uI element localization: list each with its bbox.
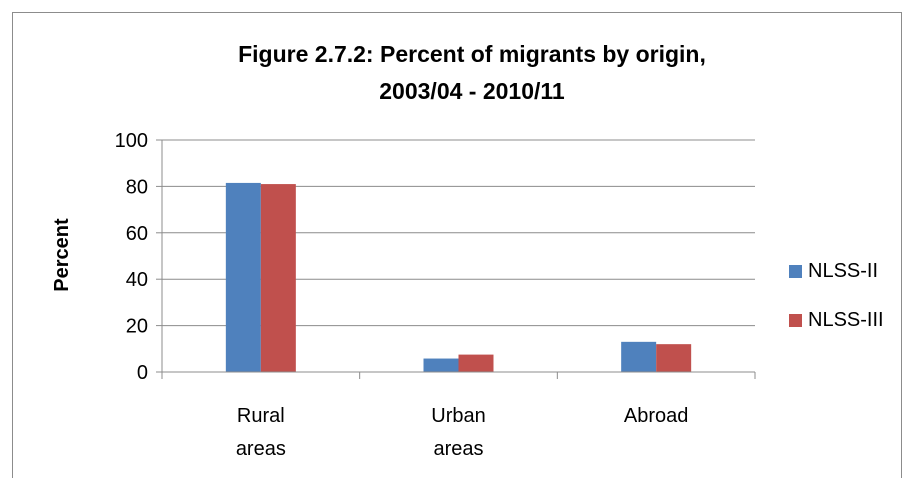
bar-nlss-iii-2 [656,344,692,372]
legend-swatch-nlss-ii [789,265,802,278]
y-tick-label: 0 [137,362,148,384]
y-tick-label: 20 [126,316,148,338]
x-category-label: areas [236,438,286,460]
bar-nlss-ii-0 [225,182,261,372]
x-category-label: areas [433,438,483,460]
legend-label: NLSS-III [808,309,884,331]
y-tick-label: 80 [126,176,148,198]
bar-nlss-iii-1 [458,354,494,372]
chart-title-line-1: Figure 2.7.2: Percent of migrants by ori… [238,41,706,67]
legend-label: NLSS-II [808,260,878,282]
axes: 0 20 40 60 80 100 Rural areas Urban areas Abroad [115,130,756,460]
chart-title: Figure 2.7.2: Percent of migrants by ori… [238,41,706,104]
legend-swatch-nlss-iii [789,314,802,327]
x-category-label: Abroad [624,405,689,427]
y-tick-label: 40 [126,269,148,291]
chart-title-line-2: 2003/04 - 2010/11 [379,78,565,104]
y-tick-label: 60 [126,223,148,245]
x-category-label: Rural [237,405,285,427]
legend: NLSS-II NLSS-III [789,260,884,331]
x-category-label: Urban [431,405,485,427]
bars [225,182,692,372]
y-axis-label: Percent [51,218,73,292]
bar-nlss-ii-1 [423,358,459,372]
chart-frame [12,12,902,478]
y-tick-label: 100 [115,130,148,152]
bar-nlss-ii-2 [621,341,657,372]
bar-nlss-iii-0 [260,184,296,372]
